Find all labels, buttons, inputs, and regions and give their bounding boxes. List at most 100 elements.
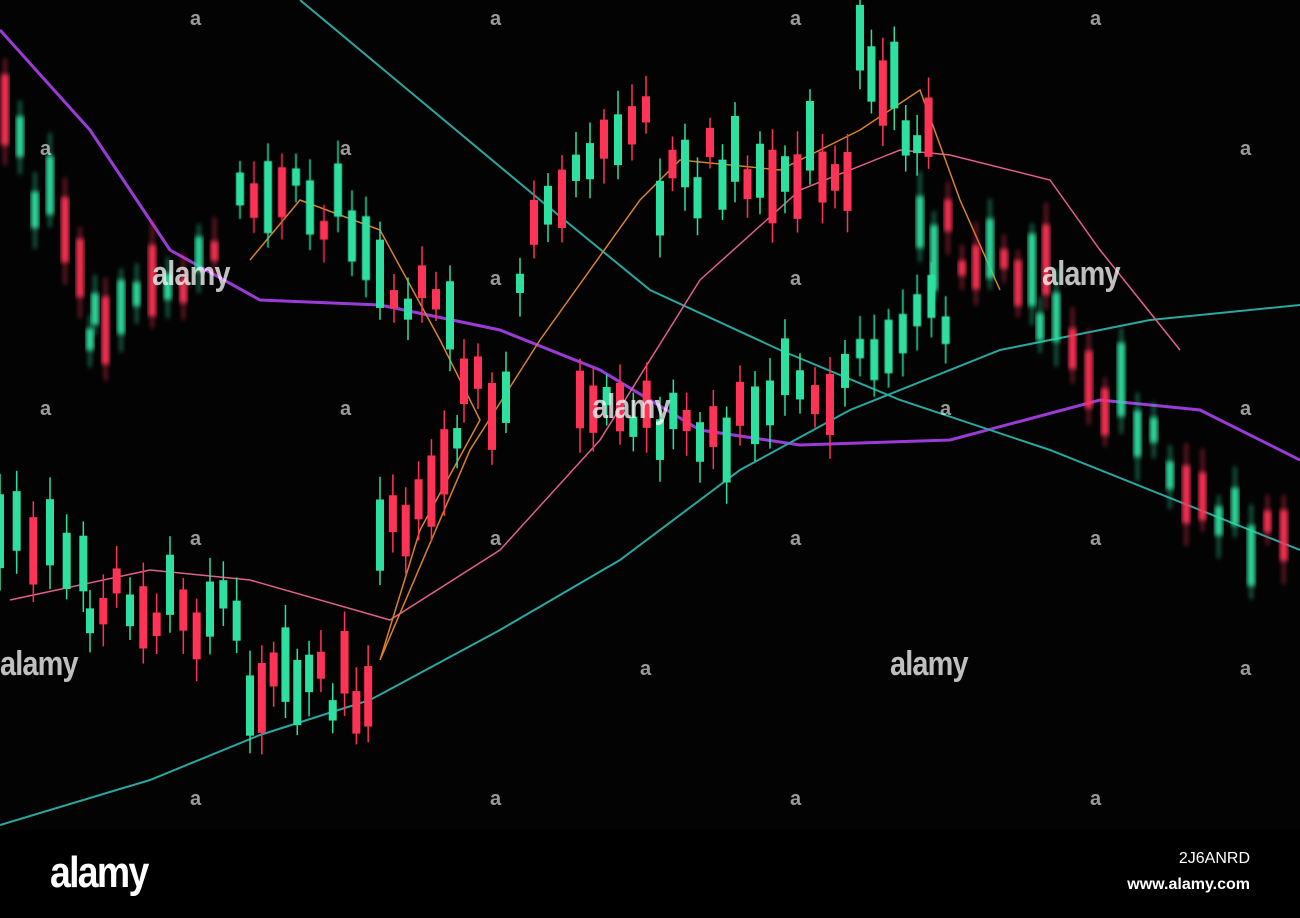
- candlestick: [916, 171, 924, 262]
- candlestick: [586, 122, 594, 199]
- candlestick: [340, 611, 349, 716]
- candlestick: [768, 129, 777, 243]
- candlestick: [192, 598, 201, 682]
- candlestick: [488, 372, 496, 465]
- candlestick: [811, 367, 819, 428]
- watermark-mark: a: [1240, 398, 1252, 420]
- watermark-mark: a: [790, 788, 802, 810]
- candlestick: [101, 277, 110, 381]
- candlestick: [589, 367, 598, 452]
- candlestick: [668, 136, 677, 192]
- candlestick: [884, 308, 893, 388]
- candlestick: [927, 262, 936, 338]
- candlestick: [856, 0, 864, 90]
- stock-footer: alamy 2J6ANRD www.alamy.com: [0, 830, 1300, 918]
- watermark: alamy: [1042, 255, 1121, 293]
- watermark: alamy: [890, 645, 969, 683]
- candlestick: [1117, 328, 1126, 434]
- candlestick: [0, 473, 4, 591]
- candlestick: [446, 265, 454, 372]
- candlestick: [328, 683, 337, 734]
- candlestick: [460, 339, 468, 423]
- candlestick: [558, 155, 566, 243]
- candlestick: [530, 180, 538, 259]
- candlestick: [1014, 249, 1022, 318]
- candlestick: [112, 545, 121, 608]
- candlestick: [348, 190, 356, 277]
- candlestick: [1247, 504, 1256, 600]
- watermark-mark: a: [1090, 8, 1102, 30]
- candlestick: [1263, 494, 1272, 546]
- candlestick: [642, 75, 650, 134]
- candlestick: [1084, 329, 1093, 425]
- candlestick: [898, 289, 907, 377]
- candlestick: [781, 145, 789, 214]
- candlestick: [210, 217, 219, 275]
- candlestick: [656, 396, 664, 482]
- watermark-mark: a: [190, 788, 202, 810]
- watermark-mark: a: [790, 8, 802, 30]
- watermark-mark: a: [790, 528, 802, 550]
- candlestick: [924, 77, 933, 169]
- candlestick: [616, 364, 624, 445]
- moving-average-line: [0, 28, 1300, 462]
- candlestick: [718, 144, 727, 220]
- candlestick: [117, 268, 126, 352]
- watermark-mark: a: [340, 138, 352, 160]
- moving-average-line: [0, 304, 1300, 826]
- candlestick: [972, 222, 980, 306]
- candlestick: [440, 410, 449, 516]
- candlestick: [781, 319, 789, 416]
- candlestick: [232, 577, 241, 654]
- candlestick: [628, 84, 636, 161]
- candlestick: [474, 343, 482, 409]
- watermark-mark: a: [490, 528, 502, 550]
- candlestick: [132, 263, 141, 324]
- candlestick: [682, 392, 691, 456]
- candlestick: [414, 461, 423, 541]
- candlestick: [1231, 466, 1239, 538]
- candlestick: [292, 153, 300, 203]
- watermark-mark: a: [40, 398, 52, 420]
- candlestick: [250, 161, 258, 233]
- candlestick: [12, 470, 21, 574]
- chart-graphic: [0, 0, 1300, 826]
- candlestick: [602, 374, 611, 426]
- candlestick: [163, 257, 172, 319]
- candlestick: [1214, 495, 1223, 559]
- candlestick: [91, 274, 99, 336]
- candlestick: [1036, 297, 1044, 353]
- candlestick: [246, 650, 254, 754]
- site-url: www.alamy.com: [1127, 876, 1250, 893]
- candlestick: [148, 220, 157, 329]
- candlestick: [401, 487, 410, 574]
- candlestick: [1149, 402, 1158, 459]
- candlestick: [390, 273, 398, 323]
- candlestick: [257, 645, 266, 755]
- watermark-mark: a: [190, 528, 202, 550]
- candlestick: [986, 198, 994, 290]
- candlestick: [901, 104, 910, 172]
- candlestick: [352, 667, 361, 745]
- candlestick: [751, 371, 759, 462]
- candlestick: [941, 296, 950, 364]
- candlestick: [86, 590, 94, 653]
- candlestick: [305, 640, 314, 717]
- candlestick: [629, 392, 638, 452]
- candlestick: [364, 645, 373, 743]
- candlestick-chart-photo: alamy alamy alamy alamy alamy a a a a a a a a a a a a a a a…: [0, 0, 1300, 826]
- candlestick: [913, 114, 922, 176]
- candlestick: [1, 58, 9, 166]
- watermark-mark: a: [490, 268, 502, 290]
- candlestick: [826, 356, 834, 459]
- candlestick: [1042, 202, 1050, 310]
- moving-average-line: [299, 0, 1300, 551]
- candlestick: [806, 89, 814, 185]
- candlestick: [453, 415, 462, 469]
- candlestick: [316, 630, 325, 693]
- candlestick: [1133, 392, 1142, 482]
- watermark-mark: a: [1090, 528, 1102, 550]
- candlestick: [1166, 445, 1174, 509]
- candlestick: [264, 143, 272, 248]
- candlestick: [278, 153, 286, 240]
